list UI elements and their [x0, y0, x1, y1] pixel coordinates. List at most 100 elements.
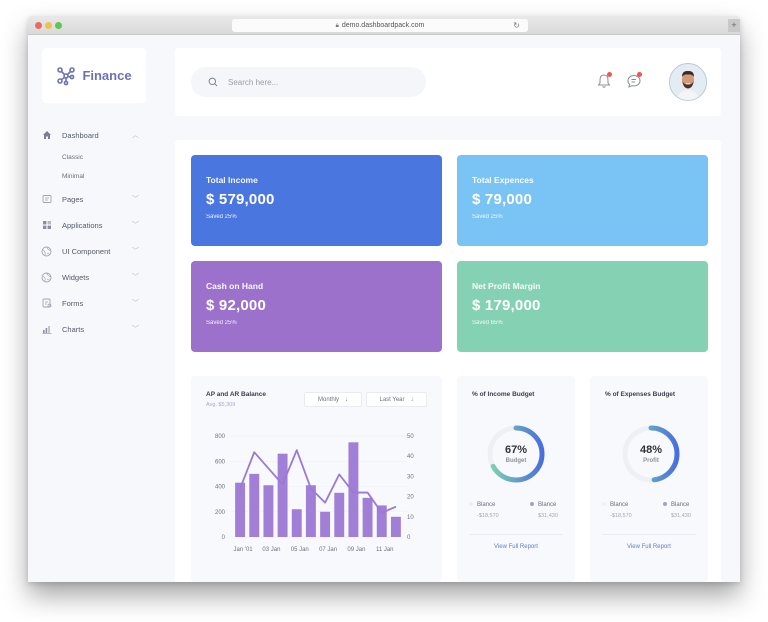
- globe-icon: [41, 246, 52, 257]
- stat-value: $ 179,000: [472, 297, 541, 314]
- panel-title: % of Income Budget: [472, 391, 535, 398]
- svg-text:09 Jan: 09 Jan: [347, 547, 365, 553]
- stat-title: Total Income: [206, 175, 258, 185]
- svg-text:20: 20: [407, 495, 414, 501]
- network-logo-icon: [57, 66, 76, 85]
- url-text: demo.dashboardpack.com: [341, 22, 425, 29]
- arrow-down-icon: ↓: [410, 396, 414, 403]
- chevron-down-icon: ﹀: [132, 300, 139, 307]
- expenses-budget-donut: 48% Profit: [620, 423, 682, 485]
- reload-icon[interactable]: ↻: [513, 21, 520, 30]
- message-badge: [637, 72, 642, 77]
- stat-value: $ 579,000: [206, 191, 275, 208]
- user-avatar[interactable]: [669, 63, 707, 101]
- svg-text:10: 10: [407, 515, 414, 521]
- legend-item: Blance -$18,570: [469, 502, 499, 519]
- sidebar-item-label: Forms: [62, 298, 84, 308]
- svg-text:800: 800: [215, 434, 226, 440]
- close-window-button[interactable]: [35, 22, 42, 29]
- stat-subtext: Saved 25%: [206, 320, 237, 326]
- stat-value: $ 92,000: [206, 297, 266, 314]
- home-icon: [41, 130, 52, 141]
- user-photo-icon: [670, 64, 706, 100]
- income-budget-donut: 67% Budget: [485, 423, 547, 485]
- legend-item: Blance -$18,570: [602, 502, 632, 519]
- minimize-window-button[interactable]: [45, 22, 52, 29]
- bar-chart-icon: [41, 324, 52, 335]
- sidebar-item-label: Charts: [62, 324, 85, 334]
- sidebar-item-charts[interactable]: Charts ﹀: [28, 316, 164, 342]
- svg-text:30: 30: [407, 474, 414, 480]
- stat-title: Total Expences: [472, 175, 534, 185]
- sidebar-item-widgets[interactable]: Widgets ﹀: [28, 264, 164, 290]
- svg-text:50: 50: [407, 434, 414, 440]
- legend-amount: $31,430: [671, 513, 691, 519]
- notifications-button[interactable]: [595, 72, 613, 90]
- globe-icon: [41, 272, 52, 283]
- sidebar-item-ui-component[interactable]: UI Component ﹀: [28, 238, 164, 264]
- stat-subtext: Saved 25%: [206, 214, 237, 220]
- stat-card-total-expences[interactable]: Total Expences $ 79,000 Saved 25%: [457, 155, 708, 246]
- sidebar-subitem-classic[interactable]: Classic: [62, 154, 83, 161]
- stat-title: Cash on Hand: [206, 281, 264, 291]
- top-header: [175, 48, 721, 116]
- address-bar[interactable]: 🔒︎ demo.dashboardpack.com ↻: [232, 19, 528, 32]
- ap-ar-combo-chart: 0 200 400 600 800 0 10 20 30 40 50 Jan '01 03 Jan 05 …: [215, 434, 414, 553]
- stat-card-total-income[interactable]: Total Income $ 579,000 Saved 25%: [191, 155, 442, 246]
- search-input[interactable]: [228, 77, 408, 87]
- dashboard-content: Total Income $ 579,000 Saved 25% Total E…: [175, 140, 721, 582]
- chevron-up-icon: ︿: [132, 132, 139, 139]
- chat-icon: [627, 74, 641, 88]
- svg-text:0: 0: [222, 535, 226, 541]
- panel-subtitle: Avg. $5,309: [206, 402, 236, 408]
- chevron-down-icon: ﹀: [132, 274, 139, 281]
- donut-label: Budget: [505, 458, 527, 464]
- svg-text:11 Jan: 11 Jan: [376, 547, 394, 553]
- svg-text:40: 40: [407, 454, 414, 460]
- divider: [469, 534, 563, 535]
- stat-value: $ 79,000: [472, 191, 532, 208]
- sidebar-subitem-minimal[interactable]: Minimal: [62, 173, 85, 180]
- legend-label: Blance: [477, 502, 496, 508]
- sidebar: Finance Dashboard ︿ Classic Minimal Page…: [28, 36, 164, 582]
- chevron-down-icon: ﹀: [132, 222, 139, 229]
- browser-titlebar: 🔒︎ demo.dashboardpack.com ↻ +: [28, 16, 740, 35]
- dropdown-value: Monthly: [317, 396, 339, 403]
- svg-text:07 Jan: 07 Jan: [319, 547, 337, 553]
- svg-text:0: 0: [407, 535, 411, 541]
- logo[interactable]: Finance: [42, 48, 146, 103]
- stat-card-cash-on-hand[interactable]: Cash on Hand $ 92,000 Saved 25%: [191, 261, 442, 352]
- view-full-report-link[interactable]: View Full Report: [627, 544, 671, 550]
- sidebar-item-forms[interactable]: Forms ﹀: [28, 290, 164, 316]
- divider: [602, 534, 696, 535]
- sidebar-item-dashboard[interactable]: Dashboard ︿: [28, 122, 164, 148]
- legend-amount: -$18,570: [610, 513, 632, 519]
- messages-button[interactable]: [625, 72, 643, 90]
- form-icon: [41, 298, 52, 309]
- income-budget-panel: % of Income Budget 67% Budget Blance -$1…: [457, 376, 575, 582]
- bell-icon: [597, 74, 611, 88]
- search-box[interactable]: [191, 67, 426, 97]
- view-full-report-link[interactable]: View Full Report: [494, 544, 538, 550]
- stat-title: Net Profit Margin: [472, 281, 541, 291]
- range-dropdown[interactable]: Last Year ↓: [366, 392, 427, 407]
- stat-card-net-profit-margin[interactable]: Net Profit Margin $ 179,000 Saved 65%: [457, 261, 708, 352]
- svg-text:Jan '01: Jan '01: [233, 547, 253, 553]
- new-tab-button[interactable]: +: [728, 19, 740, 32]
- svg-text:200: 200: [215, 510, 226, 516]
- legend-item: Blance $31,430: [663, 502, 691, 519]
- sidebar-item-applications[interactable]: Applications ﹀: [28, 212, 164, 238]
- legend-amount: -$18,570: [477, 513, 499, 519]
- panel-title: AP and AR Balance: [206, 391, 266, 398]
- legend-item: Blance $31,430: [530, 502, 558, 519]
- notification-badge: [607, 72, 612, 77]
- dropdown-value: Last Year: [379, 396, 405, 403]
- period-dropdown[interactable]: Monthly ↓: [304, 392, 362, 407]
- svg-text:05 Jan: 05 Jan: [291, 547, 309, 553]
- maximize-window-button[interactable]: [55, 22, 62, 29]
- sidebar-nav: Dashboard ︿ Classic Minimal Pages ﹀ Appl…: [28, 122, 164, 342]
- expenses-budget-panel: % of Expenses Budget 48% Profit Blance -…: [590, 376, 708, 582]
- main-area: Total Income $ 579,000 Saved 25% Total E…: [164, 36, 740, 582]
- sidebar-item-pages[interactable]: Pages ﹀: [28, 186, 164, 212]
- search-icon: [208, 77, 218, 87]
